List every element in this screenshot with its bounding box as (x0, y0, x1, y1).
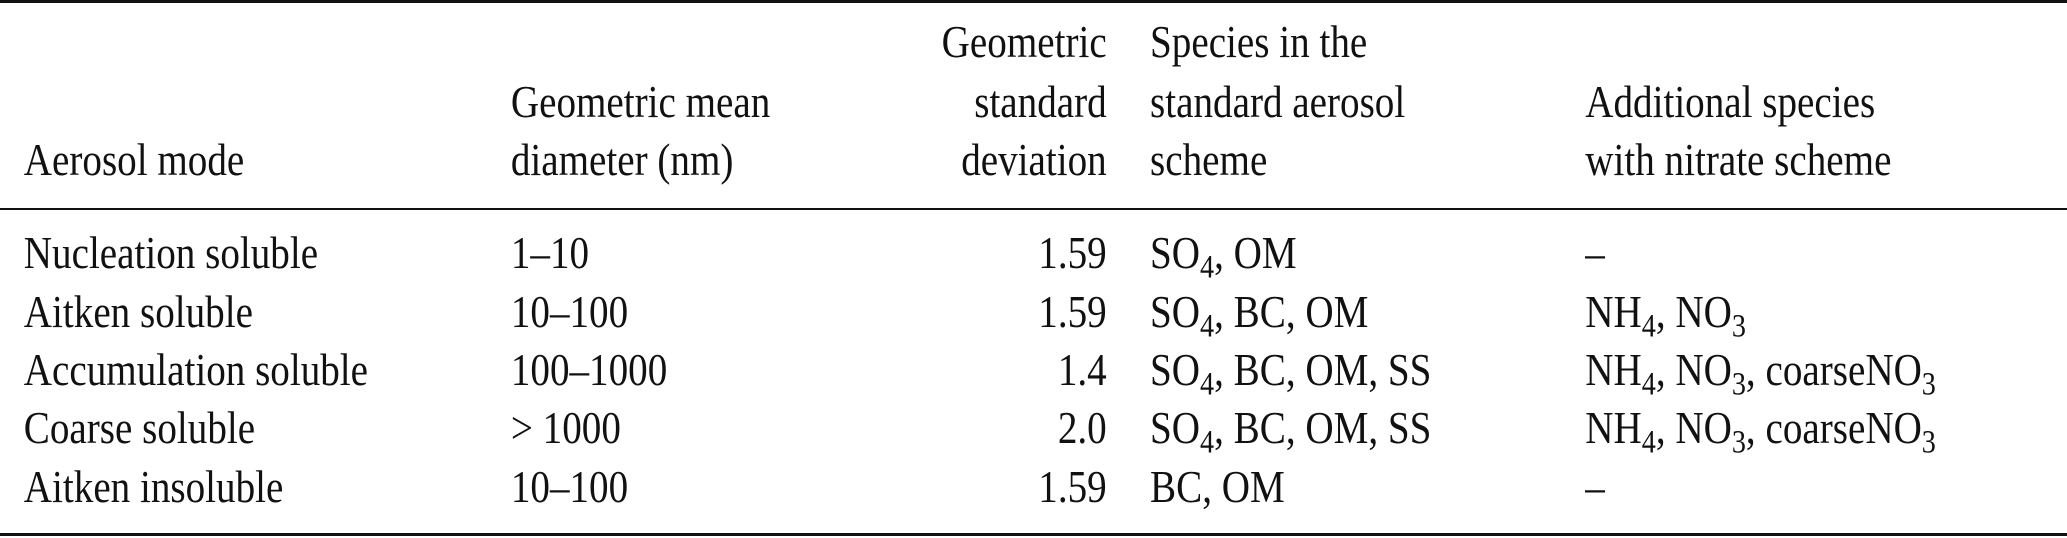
cell-standard-species: BC, OM (1150, 461, 1285, 512)
cell-standard-deviation: 1.59 (1038, 461, 1107, 512)
header-standard-species: Species in the (1150, 16, 1368, 67)
header-standard-deviation: deviation (961, 134, 1107, 185)
cell-nitrate-species: NH4, NO3, coarseNO3 (1585, 344, 1936, 403)
cell-aerosol-mode: Aitken insoluble (23, 461, 284, 512)
cell-mean-diameter: 100–1000 (510, 344, 668, 395)
cell-mean-diameter: 10–100 (510, 461, 629, 512)
cell-standard-deviation: 2.0 (1057, 402, 1107, 453)
header-standard-deviation: Geometric (941, 16, 1107, 67)
cell-aerosol-mode: Nucleation soluble (23, 227, 319, 278)
header-nitrate-species: Additional species (1585, 76, 1876, 127)
cell-nitrate-species: NH4, NO3 (1585, 286, 1746, 345)
cell-nitrate-species: – (1585, 461, 1605, 512)
header-nitrate-species: with nitrate scheme (1585, 134, 1892, 185)
cell-standard-deviation: 1.59 (1038, 227, 1107, 278)
bottom-rule (0, 533, 2067, 536)
header-standard-deviation: standard (974, 76, 1107, 127)
header-mean-diameter: diameter (nm) (510, 134, 734, 185)
cell-standard-species: SO4, BC, OM, SS (1150, 402, 1432, 461)
header-rule (0, 208, 2067, 210)
cell-nitrate-species: – (1585, 227, 1605, 278)
cell-nitrate-species: NH4, NO3, coarseNO3 (1585, 402, 1936, 461)
cell-standard-species: SO4, BC, OM, SS (1150, 344, 1432, 403)
header-standard-species: scheme (1150, 134, 1268, 185)
header-aerosol-mode: Aerosol mode (23, 134, 245, 185)
cell-aerosol-mode: Aitken soluble (23, 286, 253, 337)
cell-mean-diameter: > 1000 (510, 402, 621, 453)
cell-aerosol-mode: Coarse soluble (23, 402, 256, 453)
header-standard-species: standard aerosol (1150, 76, 1406, 127)
cell-aerosol-mode: Accumulation soluble (23, 344, 369, 395)
top-rule (0, 0, 2067, 3)
cell-mean-diameter: 1–10 (510, 227, 590, 278)
header-mean-diameter: Geometric mean (510, 76, 771, 127)
cell-mean-diameter: 10–100 (510, 286, 629, 337)
cell-standard-species: SO4, OM (1150, 227, 1297, 286)
cell-standard-species: SO4, BC, OM (1150, 286, 1369, 345)
cell-standard-deviation: 1.4 (1057, 344, 1107, 395)
cell-standard-deviation: 1.59 (1038, 286, 1107, 337)
